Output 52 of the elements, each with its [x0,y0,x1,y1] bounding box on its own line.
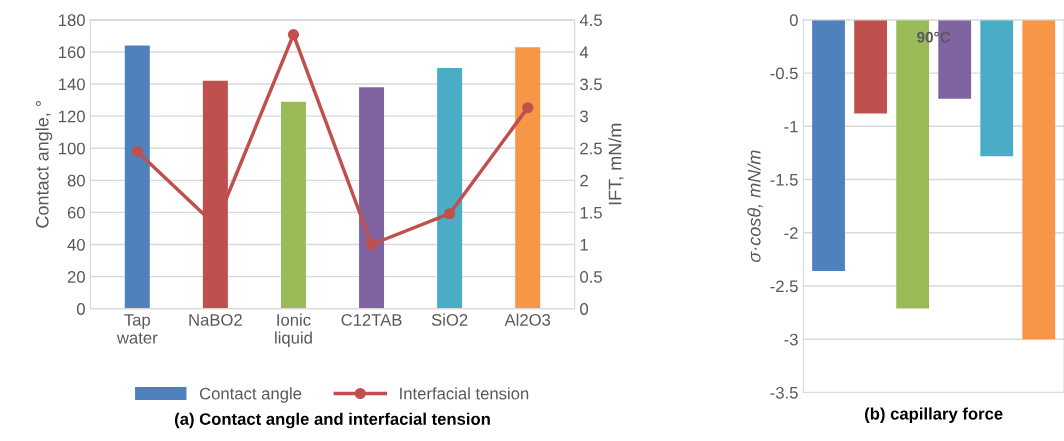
y2-tick-label: 0.5 [580,271,602,283]
y2-tick-label: 0 [580,303,589,315]
y2-tick-label: 2 [580,174,588,187]
y-tick-label: 0 [76,303,85,315]
point [365,238,378,251]
bar [359,87,385,309]
y-tick-label: 160 [59,46,85,59]
y2-tick-label: 1.5 [580,206,602,219]
y-tick-label: 60 [67,206,85,219]
y-tick-label: 20 [67,271,85,283]
legend-label: Contact angle [199,387,302,403]
y2-tick-label: 3 [580,110,588,123]
annotation: 90°C [917,31,951,43]
point [287,29,300,41]
y-tick-label: 180 [59,14,85,27]
y-axis-title: Contact angle, ° [35,101,53,228]
y-tick-label: 140 [59,78,85,91]
bar [515,47,541,309]
y-tick-label: 40 [67,238,85,251]
y-tick-label: -1.5 [770,174,798,186]
y-tick-label: -1 [784,120,798,133]
text: (b) capillary force [865,407,1003,423]
x-tick-label: NaBO2 [189,314,242,326]
point [522,102,534,114]
y-axis-title: σ·cosθ, mN/m [747,150,763,263]
y-tick-label: -3 [784,333,798,346]
y-tick-label: 80 [67,174,85,187]
y2-tick-label: 1 [580,239,588,251]
y-tick-label: -2 [784,227,798,239]
x-tick-label: Tap water [116,314,158,344]
y-tick-label: 120 [59,110,85,123]
x-tick-label: C12TAB [341,314,402,326]
text: (a) Contact angle and interfacial tension [174,412,490,429]
bar [437,67,463,309]
x-tick-label: Ionic liquid [275,313,312,348]
y-tick-label: 0 [789,14,798,27]
point [444,208,456,220]
y-tick-label: 100 [59,142,85,155]
y2-tick-label: 4.5 [579,14,602,27]
point [131,145,143,157]
y2-tick-label: 2.5 [580,142,602,155]
y-tick-label: -2.5 [770,280,798,293]
y-tick-label: -0.5 [770,67,798,80]
x-tick-label: SiO2 [431,313,468,326]
y2-tick-label: 4 [579,46,589,58]
bar [280,101,306,309]
y2-tick-label: 3.5 [580,78,602,91]
legend-label: Interfacial tension [400,387,529,400]
x-tick-label: Al2O3 [504,313,551,326]
y-tick-label: -3.5 [770,386,798,399]
y2-axis-title: IFT, mN/m [608,123,624,205]
bar [124,45,150,309]
